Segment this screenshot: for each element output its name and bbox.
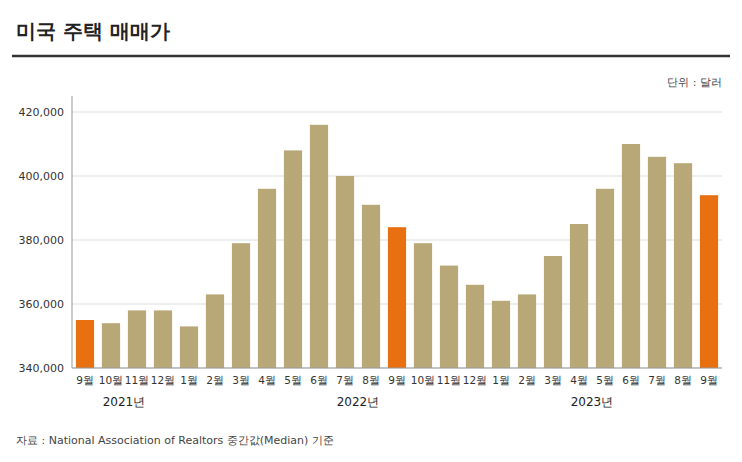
- bar: [622, 144, 640, 368]
- bar: [206, 294, 224, 368]
- x-axis-line: [72, 368, 722, 369]
- x-tick-label: 3월: [544, 374, 562, 386]
- year-label: 2021년: [103, 395, 146, 409]
- bar: [102, 323, 120, 368]
- bar: [518, 294, 536, 368]
- x-tick-label: 4월: [570, 374, 588, 386]
- x-tick-label: 7월: [336, 374, 354, 386]
- x-tick-label: 8월: [674, 374, 692, 386]
- year-label: 2022년: [337, 395, 380, 409]
- x-tick-label: 9월: [700, 374, 718, 386]
- bar: [466, 285, 484, 368]
- bar: [596, 189, 614, 368]
- x-tick-label: 10월: [99, 374, 123, 386]
- grid-line: [72, 112, 722, 113]
- y-axis-line: [72, 96, 73, 368]
- title: 미국 주택 매매가: [16, 19, 170, 43]
- year-label: 2023년: [571, 395, 614, 409]
- unit-label: 단위 : 달러: [667, 76, 722, 89]
- bar: [258, 189, 276, 368]
- bar: [674, 163, 692, 368]
- x-tick-label: 8월: [362, 374, 380, 386]
- bar: [700, 195, 718, 368]
- bar: [440, 266, 458, 368]
- x-tick-label: 5월: [284, 374, 302, 386]
- x-tick-label: 5월: [596, 374, 614, 386]
- bar: [154, 310, 172, 368]
- chart: 미국 주택 매매가단위 : 달러 340,000 360,000 380,000 400…: [0, 0, 742, 462]
- x-tick-label: 12월: [463, 374, 487, 386]
- x-tick-label: 3월: [232, 374, 250, 386]
- bar: [284, 150, 302, 368]
- bar: [310, 125, 328, 368]
- y-tick-label: 360,000: [19, 298, 65, 311]
- x-tick-label: 12월: [151, 374, 175, 386]
- x-tick-label: 11월: [437, 374, 461, 386]
- x-tick-label: 2월: [518, 374, 536, 386]
- y-tick-label: 380,000: [19, 234, 65, 247]
- bar: [128, 310, 146, 368]
- x-tick-label: 7월: [648, 374, 666, 386]
- x-tick-label: 4월: [258, 374, 276, 386]
- bar: [362, 205, 380, 368]
- source-label: 자료 : National Association of Realtors 중간…: [16, 434, 334, 447]
- y-tick-label: 400,000: [19, 170, 65, 183]
- grid-line: [72, 368, 722, 369]
- bar: [232, 243, 250, 368]
- bar: [388, 227, 406, 368]
- bar: [336, 176, 354, 368]
- bar: [648, 157, 666, 368]
- bar: [76, 320, 94, 368]
- bar: [544, 256, 562, 368]
- x-tick-label: 2월: [206, 374, 224, 386]
- bar: [180, 326, 198, 368]
- bar: [414, 243, 432, 368]
- y-tick-label: 340,000: [19, 362, 65, 375]
- bars: [76, 125, 718, 368]
- bar: [492, 301, 510, 368]
- x-tick-label: 6월: [622, 374, 640, 386]
- x-tick-label: 6월: [310, 374, 328, 386]
- x-tick-label: 9월: [76, 374, 94, 386]
- title-rule: [12, 55, 730, 58]
- x-tick-label: 1월: [180, 374, 198, 386]
- x-tick-label: 1월: [492, 374, 510, 386]
- x-tick-label: 11월: [125, 374, 149, 386]
- y-tick-label: 420,000: [19, 106, 65, 119]
- bar: [570, 224, 588, 368]
- x-tick-label: 9월: [388, 374, 406, 386]
- x-tick-label: 10월: [411, 374, 435, 386]
